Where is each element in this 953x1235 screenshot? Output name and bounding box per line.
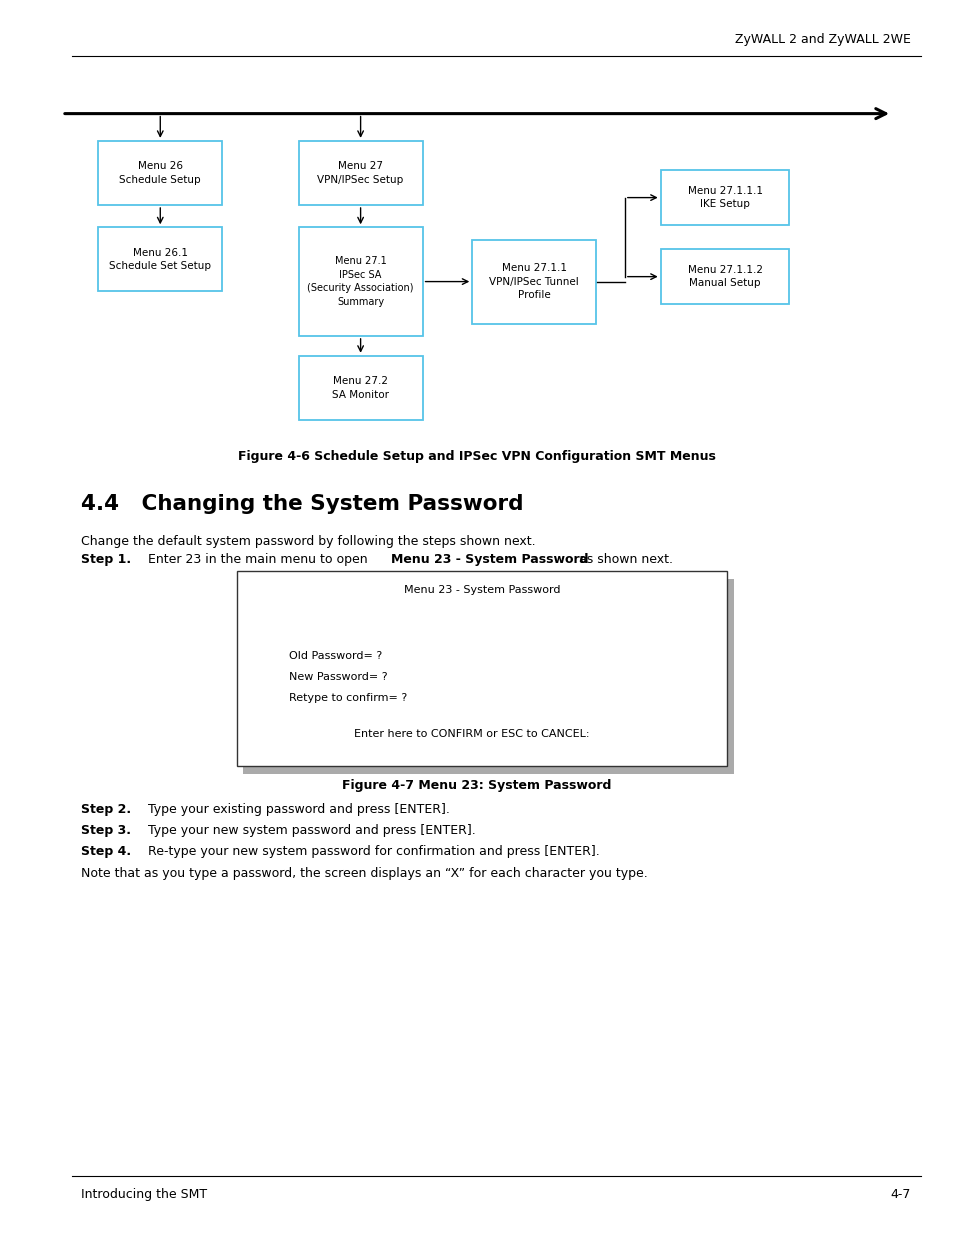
Text: Type your new system password and press [ENTER].: Type your new system password and press … bbox=[148, 824, 476, 837]
Text: Note that as you type a password, the screen displays an “X” for each character : Note that as you type a password, the sc… bbox=[81, 867, 647, 881]
Text: as shown next.: as shown next. bbox=[575, 553, 673, 567]
Text: Menu 27.2
SA Monitor: Menu 27.2 SA Monitor bbox=[332, 375, 389, 400]
Bar bbox=[98, 141, 222, 205]
Text: Enter 23 in the main menu to open: Enter 23 in the main menu to open bbox=[148, 553, 371, 567]
Text: Step 3.: Step 3. bbox=[81, 824, 131, 837]
Text: 4-7: 4-7 bbox=[890, 1188, 910, 1202]
Text: Menu 27.1
IPSec SA
(Security Association)
Summary: Menu 27.1 IPSec SA (Security Association… bbox=[307, 256, 414, 308]
Text: Menu 27
VPN/IPSec Setup: Menu 27 VPN/IPSec Setup bbox=[317, 161, 403, 185]
Text: ZyWALL 2 and ZyWALL 2WE: ZyWALL 2 and ZyWALL 2WE bbox=[735, 32, 910, 46]
Text: Change the default system password by following the steps shown next.: Change the default system password by fo… bbox=[81, 535, 536, 548]
Text: 4.4   Changing the System Password: 4.4 Changing the System Password bbox=[81, 494, 523, 514]
Bar bbox=[659, 249, 789, 304]
Text: Menu 23 - System Password: Menu 23 - System Password bbox=[391, 553, 588, 567]
Text: Menu 27.1.1
VPN/IPSec Tunnel
Profile: Menu 27.1.1 VPN/IPSec Tunnel Profile bbox=[489, 263, 578, 300]
Bar bbox=[298, 227, 422, 336]
Bar bbox=[98, 227, 222, 291]
Text: Menu 27.1.1.1
IKE Setup: Menu 27.1.1.1 IKE Setup bbox=[687, 185, 761, 210]
Text: Step 2.: Step 2. bbox=[81, 803, 132, 816]
Text: New Password= ?: New Password= ? bbox=[289, 672, 387, 682]
Text: Retype to confirm= ?: Retype to confirm= ? bbox=[289, 693, 407, 703]
Text: Figure 4-6 Schedule Setup and IPSec VPN Configuration SMT Menus: Figure 4-6 Schedule Setup and IPSec VPN … bbox=[238, 450, 715, 463]
Bar bbox=[298, 141, 422, 205]
Text: Menu 26
Schedule Setup: Menu 26 Schedule Setup bbox=[119, 161, 201, 185]
Bar bbox=[659, 170, 789, 225]
Bar bbox=[298, 356, 422, 420]
Text: Introducing the SMT: Introducing the SMT bbox=[81, 1188, 207, 1202]
Text: Menu 27.1.1.2
Manual Setup: Menu 27.1.1.2 Manual Setup bbox=[687, 264, 761, 289]
Text: Type your existing password and press [ENTER].: Type your existing password and press [E… bbox=[148, 803, 449, 816]
Text: Re-type your new system password for confirmation and press [ENTER].: Re-type your new system password for con… bbox=[148, 845, 599, 858]
Text: Step 1.: Step 1. bbox=[81, 553, 132, 567]
Bar bbox=[472, 240, 596, 324]
Text: Menu 26.1
Schedule Set Setup: Menu 26.1 Schedule Set Setup bbox=[110, 247, 211, 272]
Text: Menu 23 - System Password: Menu 23 - System Password bbox=[403, 585, 559, 595]
Text: Step 4.: Step 4. bbox=[81, 845, 132, 858]
Bar bbox=[236, 571, 726, 766]
Bar bbox=[243, 579, 733, 774]
Text: Enter here to CONFIRM or ESC to CANCEL:: Enter here to CONFIRM or ESC to CANCEL: bbox=[355, 729, 589, 739]
Text: Old Password= ?: Old Password= ? bbox=[289, 651, 382, 661]
Text: Figure 4-7 Menu 23: System Password: Figure 4-7 Menu 23: System Password bbox=[342, 779, 611, 793]
